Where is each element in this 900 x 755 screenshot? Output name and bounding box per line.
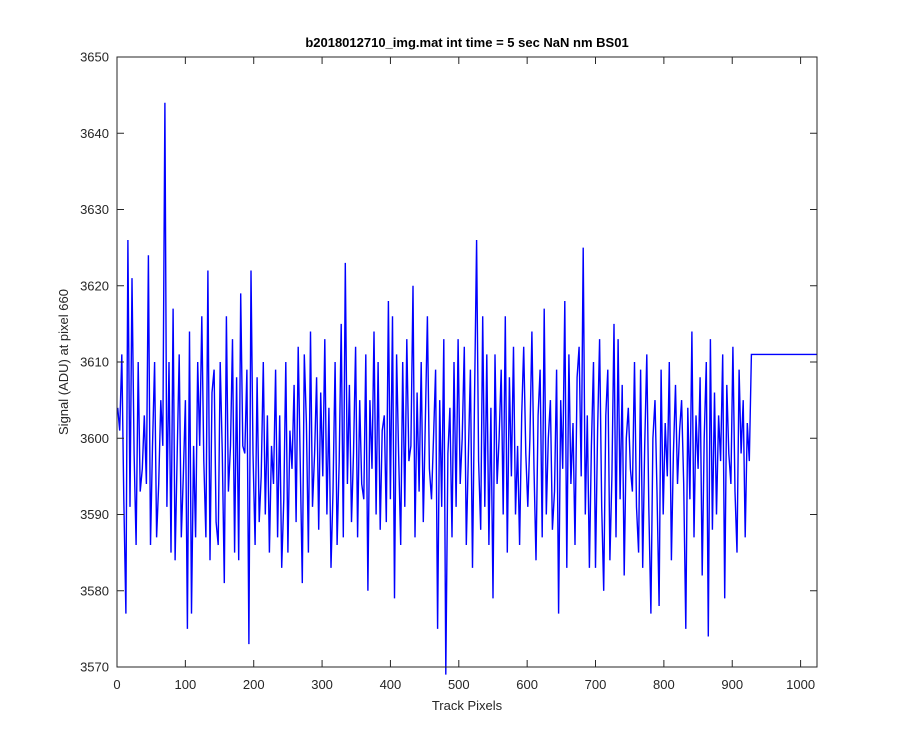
tick-layer: 0 100 200 300 400 500 600 700 800 900 1000 3570 3580… bbox=[80, 50, 817, 692]
y-tick-label: 3570 bbox=[80, 660, 109, 675]
x-tick-label: 300 bbox=[311, 677, 333, 692]
x-tick-label: 100 bbox=[175, 677, 197, 692]
chart-title: b2018012710_img.mat int time = 5 sec NaN… bbox=[305, 35, 628, 50]
x-axis-title: Track Pixels bbox=[432, 698, 503, 713]
y-tick-label: 3630 bbox=[80, 202, 109, 217]
y-tick-label: 3610 bbox=[80, 355, 109, 370]
series-line bbox=[117, 102, 817, 675]
series-layer bbox=[117, 102, 817, 675]
y-tick-label: 3620 bbox=[80, 278, 109, 293]
y-tick-label: 3580 bbox=[80, 583, 109, 598]
x-tick-label: 900 bbox=[721, 677, 743, 692]
y-axis-title: Signal (ADU) at pixel 660 bbox=[56, 289, 71, 435]
y-tick-label: 3600 bbox=[80, 431, 109, 446]
x-tick-label: 600 bbox=[516, 677, 538, 692]
y-tick-label: 3640 bbox=[80, 126, 109, 141]
x-tick-label: 1000 bbox=[786, 677, 815, 692]
x-tick-label: 800 bbox=[653, 677, 675, 692]
plot-area bbox=[117, 57, 817, 667]
y-tick-label: 3590 bbox=[80, 507, 109, 522]
x-tick-label: 500 bbox=[448, 677, 470, 692]
x-tick-label: 200 bbox=[243, 677, 265, 692]
x-tick-label: 0 bbox=[113, 677, 120, 692]
x-tick-label: 400 bbox=[380, 677, 402, 692]
x-tick-label: 700 bbox=[585, 677, 607, 692]
y-tick-label: 3650 bbox=[80, 50, 109, 65]
